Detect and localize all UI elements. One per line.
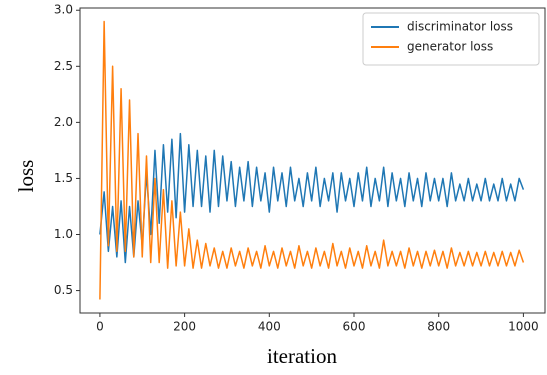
x-tick-label: 0 [96,320,104,334]
y-tick-label: 1.0 [54,227,73,241]
y-tick-label: 3.0 [54,3,73,17]
y-axis-label: loss [14,160,38,193]
x-tick-label: 200 [173,320,196,334]
x-tick-label: 400 [258,320,281,334]
legend-label: generator loss [407,40,493,54]
line-series [99,20,525,300]
line-series [99,132,525,264]
x-tick-label: 800 [427,320,450,334]
y-tick-label: 2.5 [54,59,73,73]
x-tick-label: 1000 [508,320,539,334]
legend-label: discriminator loss [407,20,513,34]
legend-box [362,12,540,66]
y-tick-label: 0.5 [54,283,73,297]
y-tick-label: 1.5 [54,171,73,185]
x-tick-label: 600 [343,320,366,334]
x-axis-label: iteration [267,344,337,368]
plot-frame [79,7,546,314]
y-tick-label: 2.0 [54,115,73,129]
